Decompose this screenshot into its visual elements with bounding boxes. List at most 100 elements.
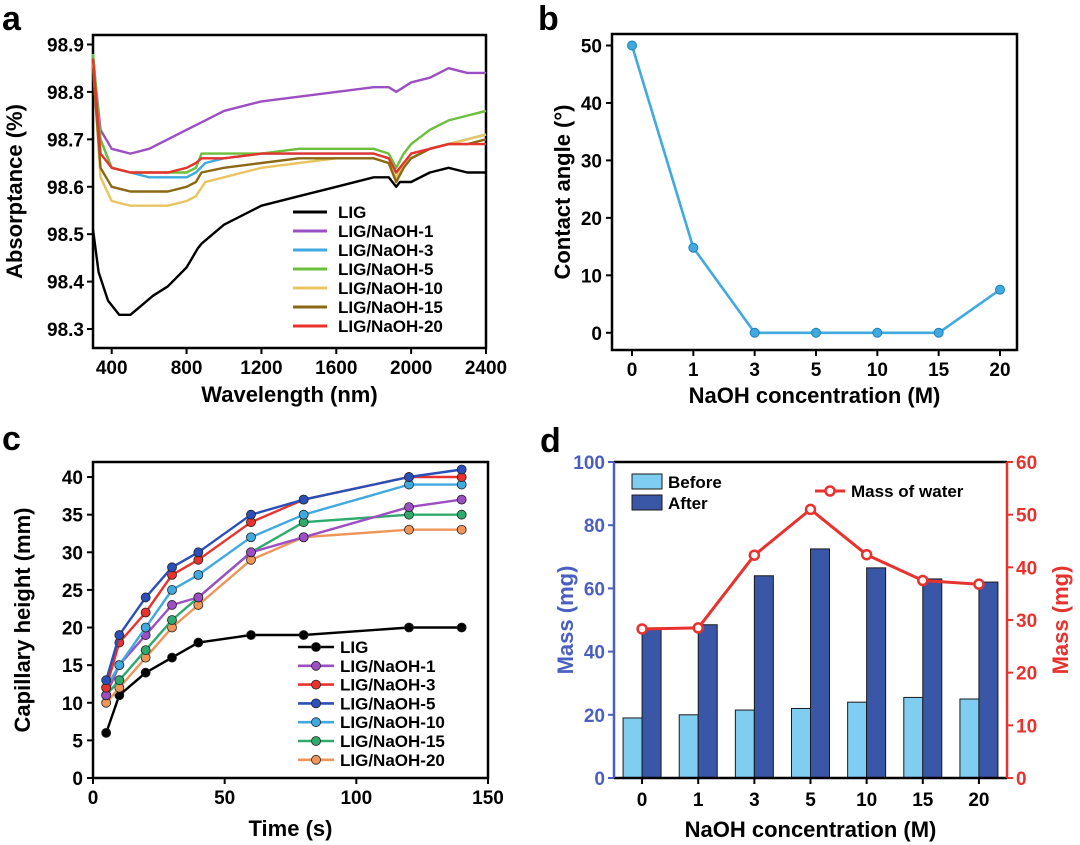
panel-b-plot-frame: [610, 32, 1019, 352]
panel-d-bar-before: [678, 714, 699, 779]
panel-c-data-point: [193, 569, 204, 580]
panel-c-legend-label: LIG/NaOH-5: [340, 694, 435, 713]
panel-c-legend-label: LIG/NaOH-1: [340, 657, 435, 676]
panel-c-data-point: [456, 509, 467, 520]
panel-a-y-tick-label: 98.8: [47, 83, 84, 104]
panel-d-bar-before: [847, 701, 868, 779]
panel-d-left-y-tick-label: 100: [573, 453, 605, 474]
panel-d-right-y-tick-label: 20: [1016, 664, 1037, 685]
panel-b-y-tick-label: 40: [581, 94, 602, 115]
panel-b-data-point: [688, 242, 699, 253]
panel-d-x-tick-label: 1: [693, 790, 704, 811]
panel-b-data-point: [749, 327, 760, 338]
panel-d-left-y-tick-label: 20: [584, 706, 605, 727]
panel-a-x-tick-label: 1600: [315, 358, 357, 379]
panel-d-right-y-tick-label: 0: [1016, 769, 1027, 790]
panel-c-data-point: [298, 532, 309, 543]
panel-c-data-point: [456, 494, 467, 505]
panel-c-legend-marker: [311, 754, 321, 765]
panel-c-y-tick-label: 10: [62, 694, 83, 715]
panel-a-x-tick-label: 400: [96, 358, 128, 379]
panel-a-legend-label: LIG/NaOH-10: [338, 279, 443, 298]
panel-a-legend-label: LIG/NaOH-20: [338, 317, 443, 336]
panel-a-y-tick-label: 98.6: [47, 178, 84, 199]
panel-b-x-tick-label: 0: [627, 360, 638, 381]
panel-c-legend-marker: [311, 642, 321, 652]
panel-a-plot-frame: [91, 33, 488, 350]
panel-c-y-tick-label: 25: [62, 581, 84, 602]
panel-d-chart: 0 1 3 5 10 15 20 0 20 40 60 80 100 0 10 20 30 40 50 60 NaOH …: [553, 453, 1073, 842]
panel-d-x-tick-label: 10: [856, 790, 877, 811]
panel-c-data-point: [140, 645, 151, 655]
panel-b-x-axis-title: NaOH concentration (M): [689, 383, 941, 408]
panel-letter-d: d: [540, 422, 561, 460]
panel-a-y-axis-title: Absorptance (%): [2, 104, 27, 279]
panel-c-y-tick-label: 35: [62, 506, 84, 527]
panel-c-data-point: [167, 562, 177, 573]
panel-b-y-axis-title: Contact angle (°): [550, 104, 575, 279]
panel-c-y-tick-label: 20: [62, 619, 83, 640]
panel-b-y-tick-label: 30: [581, 151, 602, 172]
panel-a-x-axis-title: Wavelength (nm): [201, 382, 377, 407]
panel-c-data-point: [140, 667, 151, 678]
panel-a-series-line-6: [91, 58, 486, 174]
panel-d-bar-after: [753, 575, 774, 779]
panel-c-data-point: [167, 615, 177, 625]
panel-d-bar-before: [959, 698, 980, 779]
panel-d-x-axis-title: NaOH concentration (M): [685, 817, 937, 842]
panel-d-bar-before: [791, 707, 811, 779]
panel-c-legend-label: LIG: [340, 638, 368, 657]
panel-c-y-tick-label: 5: [72, 731, 83, 752]
panel-d-bar-before: [903, 696, 924, 779]
panel-c-data-point: [246, 630, 256, 640]
panel-a-y-tick-label: 98.7: [47, 130, 84, 151]
panel-a-legend-label: LIG/NaOH-5: [338, 260, 433, 279]
panel-c-y-tick-label: 0: [72, 769, 83, 790]
panel-letter-a: a: [2, 0, 22, 38]
panel-c-legend-marker: [311, 736, 321, 746]
panel-a-x-tick-label: 800: [171, 358, 203, 379]
panel-c-legend-label: LIG/NaOH-15: [340, 732, 445, 751]
panel-d-legend-swatch: [631, 473, 663, 490]
panel-d-right-y-tick-label: 30: [1016, 611, 1037, 632]
panel-c-data-point: [114, 630, 125, 640]
panel-d-legend-label: After: [668, 494, 708, 513]
panel-c-data-point: [193, 592, 204, 603]
panel-c-x-tick-label: 100: [340, 788, 372, 809]
panel-c-plot-frame: [91, 460, 490, 780]
panel-c-legend-marker: [311, 717, 321, 728]
panel-d-bar-after: [978, 581, 999, 779]
panel-a-x-tick-label: 2000: [390, 358, 432, 379]
panel-c-legend-marker: [311, 660, 321, 671]
panel-c-data-point: [140, 592, 151, 603]
panel-d-right-y-tick-label: 60: [1016, 453, 1037, 474]
panel-c-data-point: [404, 524, 414, 535]
panel-c-data-point: [101, 727, 112, 738]
panel-d-right-y-tick-label: 10: [1016, 716, 1037, 737]
panel-a-legend-label: LIG/NaOH-3: [338, 241, 433, 260]
panel-a-y-tick-label: 98.5: [47, 225, 84, 246]
panel-c-data-point: [456, 622, 467, 633]
panel-letter-b: b: [538, 0, 559, 38]
panel-b-x-tick-label: 15: [928, 360, 950, 381]
panel-c-data-point: [404, 622, 414, 633]
panel-letter-c: c: [2, 420, 21, 458]
panel-c-series-line-3: [105, 468, 462, 681]
panel-b-y-tick-label: 20: [581, 209, 602, 230]
panel-c-legend-marker: [311, 679, 321, 690]
panel-d-bar-after: [697, 624, 718, 779]
panel-d-right-y-tick-label: 50: [1016, 506, 1037, 527]
panel-a-series-line-4: [91, 63, 487, 207]
panel-b-y-tick-label: 50: [581, 36, 602, 57]
panel-c-data-point: [167, 600, 177, 610]
panel-c-data-point: [246, 547, 256, 558]
panel-a-x-tick-label: 2400: [465, 358, 507, 379]
panel-d-left-y-tick-label: 80: [584, 516, 605, 537]
panel-c-data-point: [140, 622, 151, 633]
panel-d-bar-after: [922, 578, 943, 779]
panel-a-series-line-1: [91, 58, 486, 155]
panel-a-y-tick-label: 98.4: [47, 273, 84, 294]
panel-c-data-point: [298, 630, 309, 640]
panel-c-data-point: [193, 637, 204, 648]
